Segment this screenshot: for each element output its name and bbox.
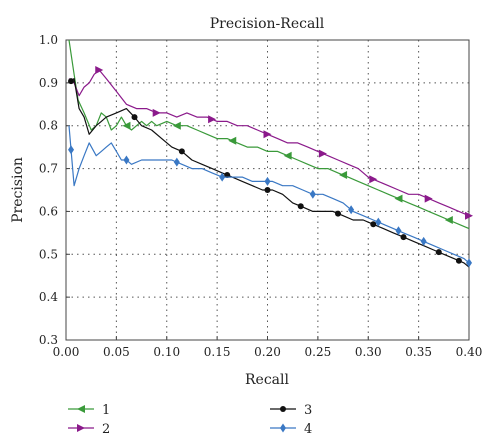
series-point-4: [348, 205, 355, 215]
series-3: [68, 77, 470, 268]
y-tick-label: 0.5: [39, 247, 58, 261]
series-point-2: [152, 108, 161, 117]
series-point-1: [122, 121, 131, 130]
series-2: [68, 66, 473, 220]
x-tick-label: 0.10: [153, 345, 180, 359]
series-point-3: [178, 148, 185, 155]
series-point-4: [123, 155, 130, 165]
series-point-3: [370, 221, 377, 228]
series-point-1: [228, 136, 237, 145]
x-tick-label: 0.35: [405, 345, 432, 359]
y-tick-label: 0.7: [39, 162, 58, 176]
series-point-3: [435, 249, 442, 256]
legend-marker: [280, 423, 286, 433]
legend-label: 2: [102, 422, 110, 437]
legend-entry-4: 4: [270, 422, 312, 437]
y-tick-label: 0.9: [39, 76, 58, 90]
y-axis-label: Precision: [10, 157, 26, 223]
series-point-3: [264, 187, 271, 193]
grid: [66, 40, 469, 340]
x-tick-label: 0.15: [204, 345, 231, 359]
y-tick-label: 0.4: [39, 290, 58, 304]
series-point-3: [400, 234, 407, 241]
y-tick-label: 0.6: [39, 204, 58, 218]
series-point-4: [68, 145, 75, 155]
series-point-4: [264, 176, 271, 186]
x-tick-label: 0.20: [254, 345, 281, 359]
series-point-2: [465, 211, 473, 220]
series-line-3: [68, 77, 470, 268]
x-tick-label: 0.25: [305, 345, 332, 359]
series-point-3: [131, 114, 138, 121]
series-line-1: [68, 39, 470, 230]
x-axis-label: Recall: [245, 372, 289, 388]
series-point-3: [68, 78, 75, 85]
series-point-3: [335, 210, 342, 217]
series-point-4: [420, 236, 427, 246]
x-tick-label: 0.40: [456, 345, 483, 359]
series-point-2: [95, 66, 104, 74]
series-point-2: [424, 194, 433, 203]
legend-marker: [77, 424, 85, 432]
series-point-2: [208, 115, 217, 124]
series-point-4: [395, 226, 402, 236]
series-point-2: [369, 175, 378, 184]
series-1: [68, 39, 470, 230]
series-point-4: [466, 258, 472, 268]
legend-label: 3: [304, 403, 312, 418]
series-point-1: [339, 171, 348, 179]
series-point-1: [283, 151, 292, 160]
series-point-3: [455, 257, 462, 264]
y-tick-label: 1.0: [39, 33, 58, 47]
series-group: [68, 39, 473, 268]
series-4: [68, 125, 472, 268]
legend-marker: [77, 405, 85, 413]
axis-ticks: 0.00 0.05 0.10 0.15 0.20 0.25 0.30 0.35 0.40 0.3 0…: [39, 33, 482, 359]
legend-entry-3: 3: [270, 403, 312, 418]
series-point-2: [263, 130, 272, 139]
series-point-4: [375, 217, 382, 227]
legend-label: 1: [102, 403, 110, 418]
legend: 1 2 3 4: [68, 403, 312, 437]
y-tick-label: 0.3: [39, 333, 58, 347]
series-point-4: [219, 172, 226, 182]
series-point-1: [444, 216, 453, 224]
x-tick-label: 0.00: [53, 345, 80, 359]
series-point-4: [309, 189, 316, 199]
legend-marker: [280, 406, 286, 412]
legend-label: 4: [304, 422, 312, 437]
chart-title: Precision-Recall: [210, 16, 325, 32]
legend-entry-1: 1: [68, 403, 110, 418]
series-point-1: [172, 121, 181, 130]
series-point-1: [394, 194, 403, 203]
series-point-3: [297, 203, 304, 210]
x-tick-label: 0.05: [103, 345, 130, 359]
legend-entry-2: 2: [68, 422, 110, 437]
y-tick-label: 0.8: [39, 119, 58, 133]
x-tick-label: 0.30: [355, 345, 382, 359]
series-line-2: [68, 69, 470, 217]
series-point-2: [318, 149, 327, 158]
series-point-4: [173, 157, 180, 167]
